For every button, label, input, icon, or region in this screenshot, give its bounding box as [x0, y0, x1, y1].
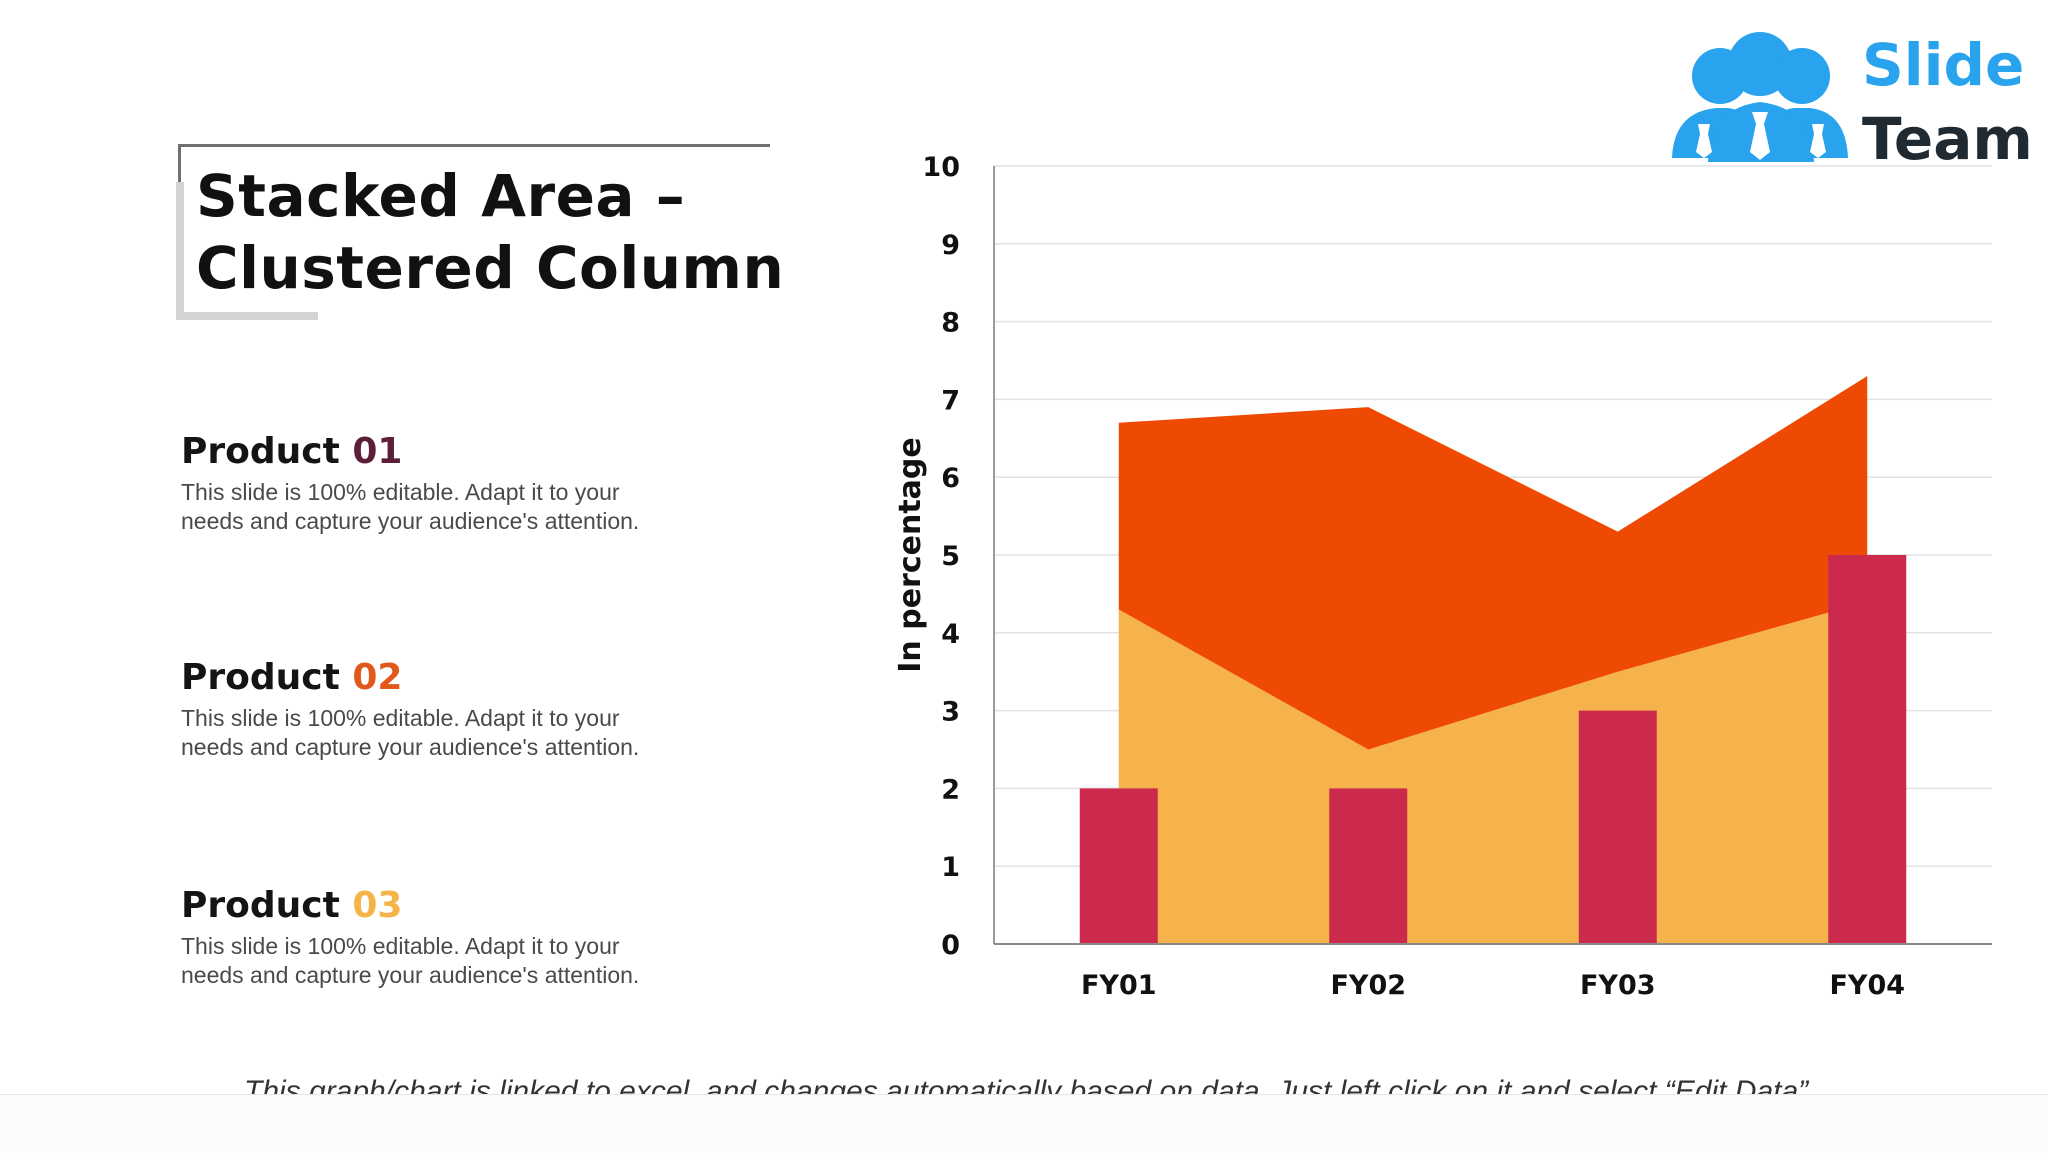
x-tick-label-fy02: FY02 — [1330, 970, 1406, 1001]
slideteam-logo-icon — [1672, 32, 1848, 162]
product-01: Product 01 This slide is 100% editable. … — [181, 430, 781, 536]
product-02-word: Product — [181, 657, 340, 698]
chart-columns — [1079, 555, 1907, 944]
product-02: Product 02 This slide is 100% editable. … — [181, 656, 781, 762]
chart-axes — [993, 166, 1992, 945]
product-03-heading: Product 03 — [181, 884, 781, 928]
column-bar-fy01 — [1079, 788, 1158, 944]
y-tick-label-9: 9 — [941, 230, 960, 261]
product-03-word: Product — [181, 885, 340, 926]
chart-areas — [1118, 376, 1868, 944]
product-02-description: This slide is 100% editable. Adapt it to… — [181, 705, 640, 760]
x-tick-label-fy01: FY01 — [1081, 970, 1157, 1001]
title-frame-left — [178, 144, 181, 182]
column-bar-fy02 — [1329, 788, 1408, 944]
chart-labels: 0 1 2 3 4 5 6 7 8 9 10 FY01 FY02 FY03 FY04 In percentag… — [893, 152, 1905, 1001]
slide-title-line1: Stacked Area – — [196, 162, 686, 230]
y-axis-title: In percentage — [893, 437, 928, 672]
y-tick-label-3: 3 — [941, 697, 960, 728]
product-01-word: Product — [181, 431, 340, 472]
logo-wordmark-team: Team — [1862, 105, 2033, 173]
bottom-strip — [0, 1094, 2048, 1153]
product-03-description: This slide is 100% editable. Adapt it to… — [181, 933, 640, 988]
title-shadow-left — [176, 182, 184, 320]
slide-title-line2: Clustered Column — [196, 234, 785, 302]
y-tick-label-5: 5 — [941, 541, 960, 572]
slide-title: Stacked Area – Clustered Column — [196, 160, 784, 304]
x-tick-label-fy03: FY03 — [1580, 970, 1656, 1001]
product-03: Product 03 This slide is 100% editable. … — [181, 884, 781, 990]
footnote: This graph/chart is linked to excel, and… — [244, 1075, 1817, 1094]
product-01-heading: Product 01 — [181, 430, 781, 474]
title-frame-top — [178, 144, 770, 147]
x-tick-label-fy04: FY04 — [1829, 970, 1905, 1001]
y-tick-label-6: 6 — [941, 463, 960, 494]
y-tick-label-0: 0 — [941, 930, 960, 961]
product-01-number: 01 — [352, 431, 403, 472]
product-01-description: This slide is 100% editable. Adapt it to… — [181, 479, 640, 534]
area-series-2 — [1118, 376, 1868, 750]
y-tick-label-2: 2 — [941, 774, 960, 805]
y-tick-label-8: 8 — [941, 308, 960, 339]
column-bar-fy04 — [1828, 555, 1907, 944]
product-02-number: 02 — [352, 657, 403, 698]
product-03-number: 03 — [352, 885, 403, 926]
product-02-heading: Product 02 — [181, 656, 781, 700]
y-tick-label-10: 10 — [922, 152, 960, 183]
logo-wordmark-slide: Slide — [1862, 31, 2025, 99]
area-series-1 — [1118, 601, 1868, 944]
title-shadow-bottom — [176, 312, 318, 320]
y-tick-label-7: 7 — [941, 385, 960, 416]
y-tick-label-1: 1 — [941, 852, 960, 883]
y-tick-label-4: 4 — [941, 619, 960, 650]
footnote-container: This graph/chart is linked to excel, and… — [0, 1068, 2048, 1094]
column-bar-fy03 — [1578, 710, 1657, 944]
